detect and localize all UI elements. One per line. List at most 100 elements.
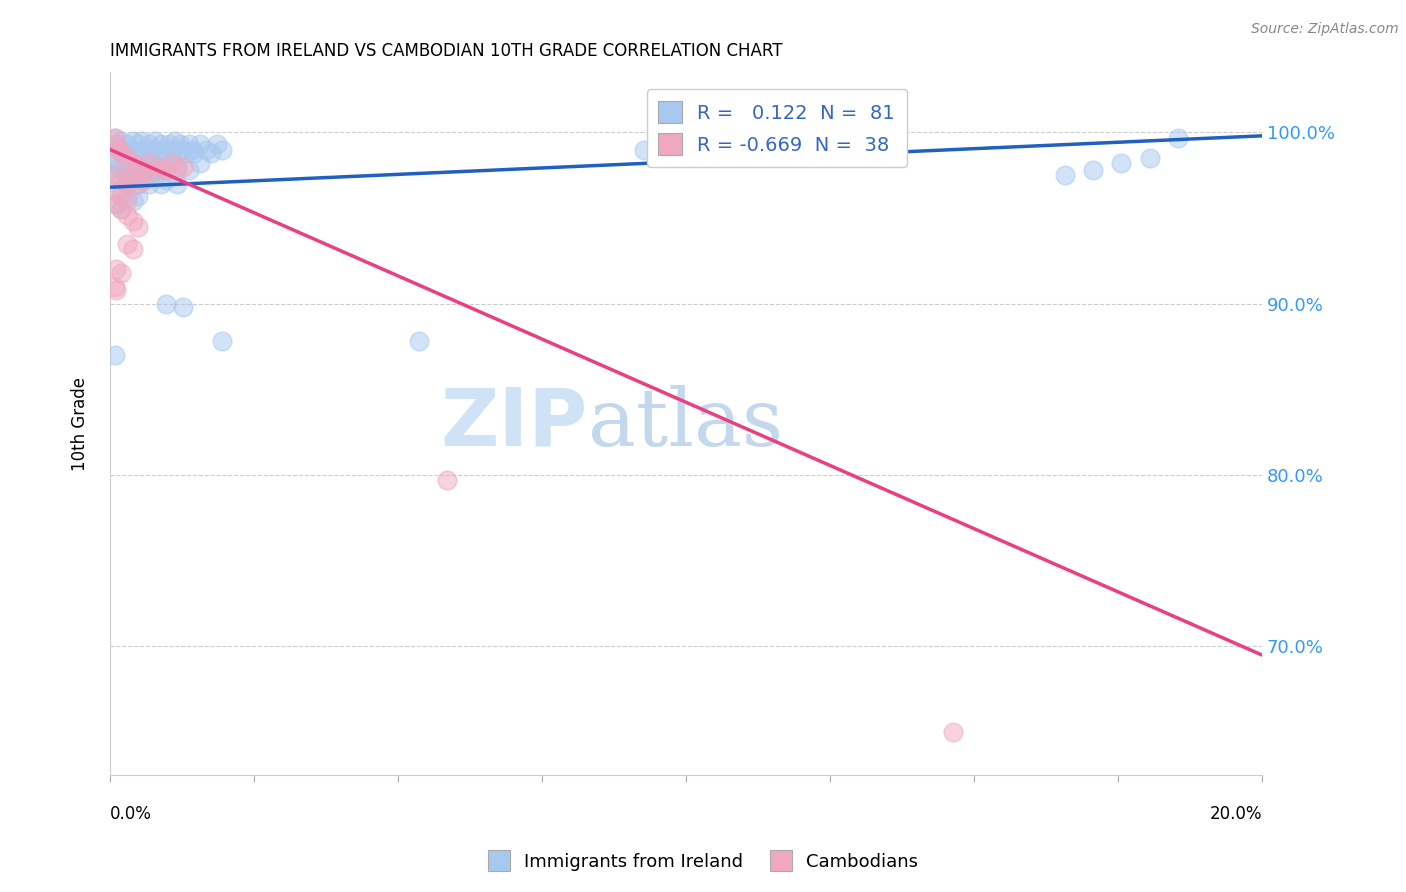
Point bbox=[110, 188, 132, 202]
Text: ZIP: ZIP bbox=[441, 384, 588, 463]
Point bbox=[436, 473, 458, 487]
Point bbox=[149, 177, 172, 191]
Point bbox=[211, 334, 233, 349]
Point bbox=[104, 137, 127, 152]
Point bbox=[103, 130, 125, 145]
Legend: R =   0.122  N =  81, R = -0.669  N =  38: R = 0.122 N = 81, R = -0.669 N = 38 bbox=[647, 89, 907, 167]
Point bbox=[104, 137, 127, 152]
Point bbox=[127, 156, 149, 170]
Point bbox=[166, 177, 188, 191]
Point bbox=[115, 177, 138, 191]
Point bbox=[138, 160, 160, 174]
Point bbox=[127, 219, 149, 234]
Point bbox=[115, 194, 138, 208]
Point bbox=[135, 145, 157, 160]
Point bbox=[110, 145, 132, 160]
Point bbox=[1139, 151, 1161, 165]
Point bbox=[166, 163, 188, 178]
Point bbox=[132, 143, 155, 157]
Point bbox=[107, 143, 129, 157]
Point bbox=[103, 279, 125, 293]
Point bbox=[104, 283, 127, 297]
Text: atlas: atlas bbox=[588, 384, 783, 463]
Point bbox=[127, 177, 149, 191]
Point bbox=[103, 130, 125, 145]
Point bbox=[155, 163, 177, 178]
Point bbox=[157, 137, 180, 152]
Y-axis label: 10th Grade: 10th Grade bbox=[72, 376, 89, 471]
Point bbox=[1111, 156, 1133, 170]
Point bbox=[633, 143, 655, 157]
Point bbox=[155, 297, 177, 311]
Point bbox=[169, 137, 191, 152]
Point bbox=[188, 156, 211, 170]
Point bbox=[104, 168, 127, 182]
Point bbox=[172, 160, 194, 174]
Point bbox=[183, 145, 205, 160]
Point bbox=[132, 173, 155, 187]
Point bbox=[115, 160, 138, 174]
Point bbox=[942, 725, 965, 739]
Point bbox=[110, 134, 132, 148]
Point bbox=[211, 143, 233, 157]
Point bbox=[143, 134, 166, 148]
Point bbox=[103, 348, 125, 362]
Point bbox=[143, 163, 166, 178]
Point bbox=[160, 143, 183, 157]
Point bbox=[107, 160, 129, 174]
Point bbox=[121, 194, 143, 208]
Point bbox=[177, 137, 200, 152]
Point bbox=[121, 163, 143, 178]
Point bbox=[188, 137, 211, 152]
Point bbox=[132, 173, 155, 187]
Point bbox=[124, 145, 146, 160]
Point bbox=[149, 160, 172, 174]
Point bbox=[180, 143, 202, 157]
Point bbox=[121, 168, 143, 182]
Point bbox=[104, 186, 127, 200]
Point bbox=[155, 163, 177, 178]
Point bbox=[121, 156, 143, 170]
Point bbox=[138, 156, 160, 170]
Point bbox=[141, 143, 163, 157]
Point bbox=[127, 160, 149, 174]
Text: 20.0%: 20.0% bbox=[1209, 805, 1263, 823]
Point bbox=[127, 177, 149, 191]
Point bbox=[115, 137, 138, 152]
Point bbox=[118, 143, 141, 157]
Legend: Immigrants from Ireland, Cambodians: Immigrants from Ireland, Cambodians bbox=[481, 843, 925, 879]
Point bbox=[110, 163, 132, 178]
Point bbox=[129, 134, 152, 148]
Point bbox=[166, 145, 188, 160]
Point bbox=[200, 145, 222, 160]
Point bbox=[166, 160, 188, 174]
Point bbox=[155, 173, 177, 187]
Point bbox=[121, 214, 143, 228]
Point bbox=[172, 300, 194, 314]
Point bbox=[163, 134, 186, 148]
Point bbox=[205, 137, 228, 152]
Point bbox=[107, 143, 129, 157]
Point bbox=[174, 145, 197, 160]
Point bbox=[104, 168, 127, 182]
Point bbox=[115, 236, 138, 251]
Point bbox=[132, 163, 155, 178]
Point bbox=[1083, 163, 1105, 178]
Point bbox=[408, 334, 430, 349]
Point bbox=[194, 143, 217, 157]
Point bbox=[115, 208, 138, 222]
Point bbox=[127, 188, 149, 202]
Point bbox=[110, 202, 132, 217]
Point bbox=[115, 188, 138, 202]
Point bbox=[172, 143, 194, 157]
Point bbox=[1054, 168, 1077, 182]
Point bbox=[121, 134, 143, 148]
Point bbox=[110, 186, 132, 200]
Point bbox=[110, 173, 132, 187]
Point bbox=[103, 151, 125, 165]
Point bbox=[149, 137, 172, 152]
Point bbox=[115, 151, 138, 165]
Point bbox=[138, 177, 160, 191]
Point bbox=[177, 163, 200, 178]
Point bbox=[104, 197, 127, 211]
